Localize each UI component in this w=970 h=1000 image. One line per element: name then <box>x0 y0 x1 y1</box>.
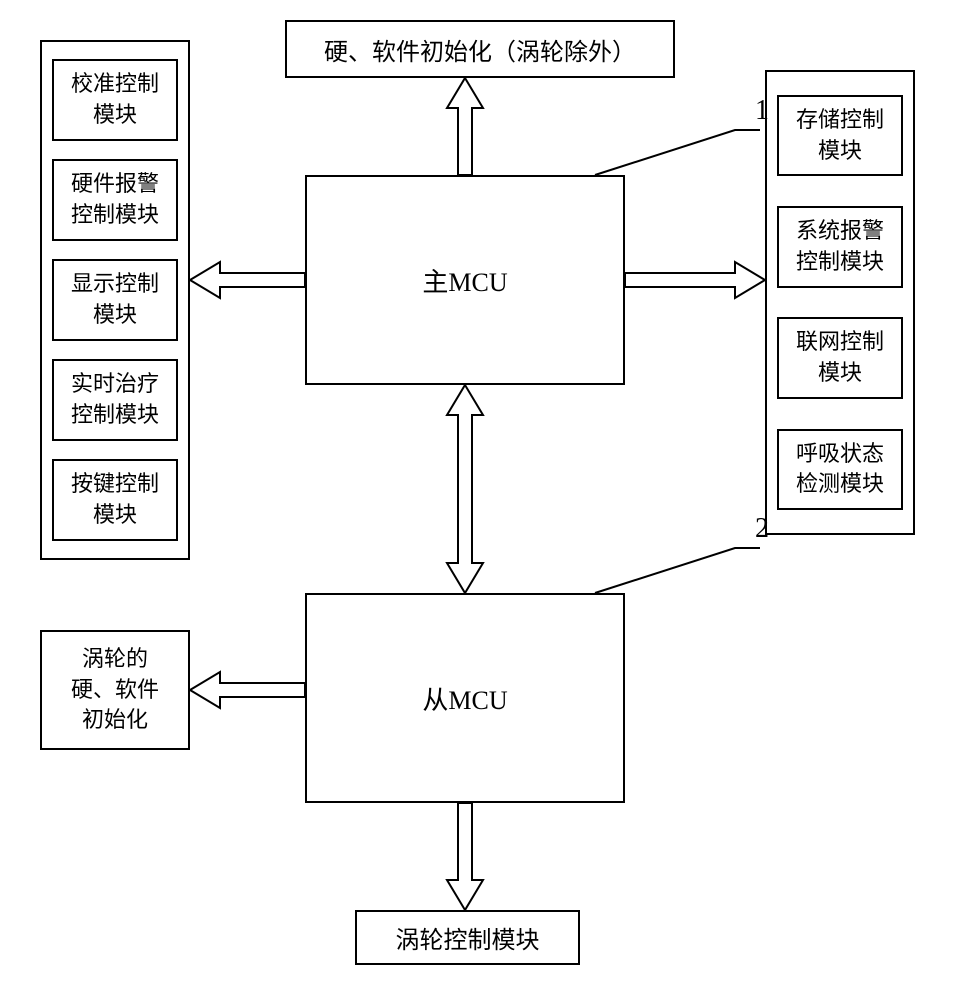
slave-mcu-box: 从MCU <box>305 593 625 803</box>
callout-line <box>590 90 760 220</box>
right-module-item: 呼吸状态检测模块 <box>777 429 903 511</box>
callout-number: 1 <box>755 95 769 127</box>
turbine-init-line: 涡轮的 <box>82 644 148 675</box>
main-mcu-box: 主MCU <box>305 175 625 385</box>
callout-number: 2 <box>755 513 769 545</box>
turbine-init-line: 初始化 <box>82 705 148 736</box>
left-module-item: 实时治疗控制模块 <box>52 359 178 441</box>
arrow-main-to-left <box>188 260 307 300</box>
arrow-main-to-right <box>623 260 767 300</box>
right-module-group: 存储控制模块系统报警控制模块联网控制模块呼吸状态检测模块 <box>765 70 915 535</box>
arrow-slave-to-bot <box>445 801 485 912</box>
init-box: 硬、软件初始化（涡轮除外） <box>285 20 675 78</box>
turbine-init-line: 硬、软件 <box>71 675 159 706</box>
left-module-item: 校准控制模块 <box>52 59 178 141</box>
left-module-item: 按键控制模块 <box>52 459 178 541</box>
left-module-item: 硬件报警控制模块 <box>52 159 178 241</box>
arrow-main-slave <box>445 383 485 595</box>
right-module-item: 联网控制模块 <box>777 317 903 399</box>
left-module-group: 校准控制模块硬件报警控制模块显示控制模块实时治疗控制模块按键控制模块 <box>40 40 190 560</box>
turbine-init-box: 涡轮的硬、软件初始化 <box>40 630 190 750</box>
arrow-main-to-top <box>445 76 485 177</box>
turbine-control-box: 涡轮控制模块 <box>355 910 580 965</box>
left-module-item: 显示控制模块 <box>52 259 178 341</box>
right-module-item: 存储控制模块 <box>777 95 903 177</box>
callout-line <box>590 508 760 638</box>
arrow-slave-to-left <box>188 670 307 710</box>
right-module-item: 系统报警控制模块 <box>777 206 903 288</box>
